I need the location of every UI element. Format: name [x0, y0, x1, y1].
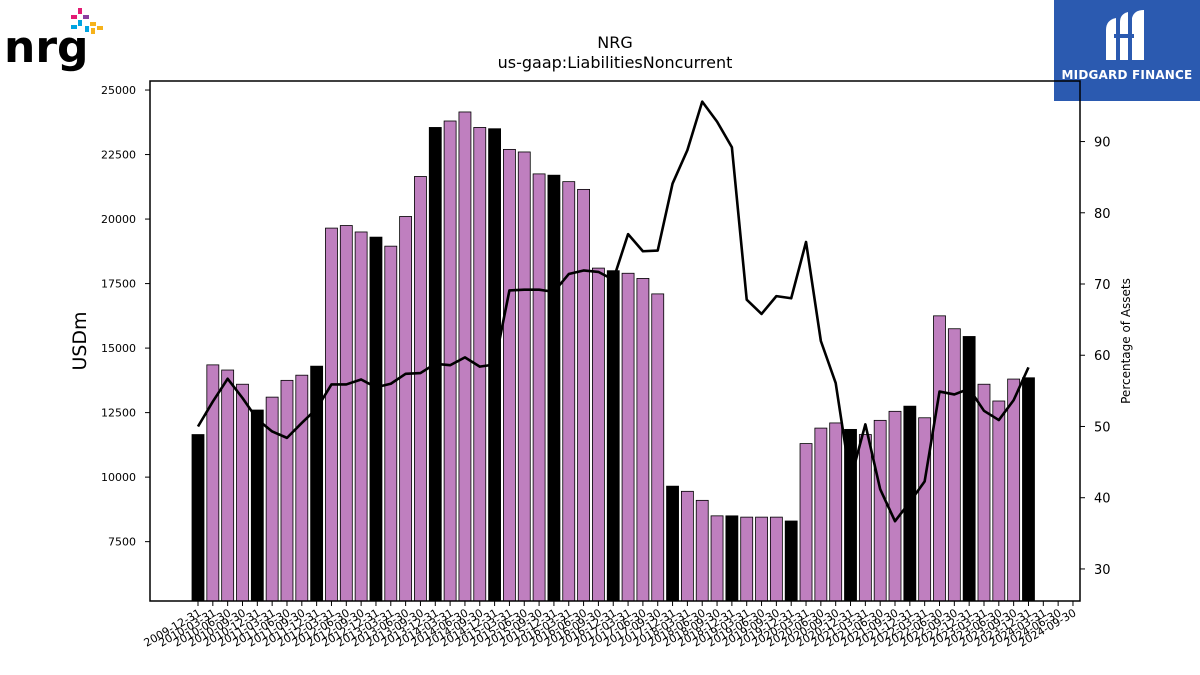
bar-2019-03-31	[740, 516, 754, 602]
chart-subtitle: us-gaap:LiabilitiesNoncurrent	[498, 53, 733, 72]
nrg-logo-spark-mark	[71, 8, 103, 34]
bar-2017-09-30	[651, 293, 665, 602]
bar-2019-09-30	[769, 516, 783, 602]
y-tick-label: 17500	[101, 278, 136, 291]
bar-2011-06-30	[280, 379, 294, 602]
bars-layer	[191, 111, 1035, 602]
bar-2020-09-30	[829, 422, 843, 602]
bar-2010-06-30	[221, 369, 235, 602]
bar-2015-03-31	[503, 148, 516, 602]
midgard-finance-logo: MIDGARD FINANCE	[1054, 0, 1200, 101]
y-tick-label: 15000	[101, 342, 136, 355]
y-tick-label: 22500	[101, 149, 136, 162]
bar-2017-03-31	[621, 272, 635, 602]
midgard-emblem-icon	[1106, 10, 1144, 60]
bar-2012-12-31	[369, 236, 383, 602]
y-tick-label: 10000	[101, 471, 136, 484]
chart-title: NRG	[597, 33, 632, 52]
bar-2017-12-31	[666, 485, 679, 602]
bar-2009-12-31	[191, 434, 205, 602]
bar-2013-09-30	[414, 176, 427, 602]
bar-2018-12-31	[725, 515, 739, 602]
right-axis-ticks: 30 40 50 60 70 80 90	[1080, 136, 1111, 578]
bar-2016-06-30	[577, 188, 590, 602]
bar-2011-09-30	[295, 374, 309, 602]
y-tick-label: 12500	[101, 407, 136, 420]
y2-axis-label: Percentage of Assets	[1119, 278, 1133, 404]
bar-2013-06-30	[399, 216, 413, 602]
bar-2021-03-31	[858, 434, 872, 602]
nrg-logo: nrg ®	[4, 4, 104, 74]
bar-2013-03-31	[384, 245, 398, 602]
y2-tick-label: 70	[1094, 278, 1111, 293]
bar-2016-09-30	[592, 267, 605, 602]
bar-2023-03-31	[977, 383, 991, 602]
bar-2023-12-31	[1022, 377, 1035, 602]
bar-2016-03-31	[562, 181, 576, 602]
bar-2017-06-30	[636, 278, 650, 602]
y2-tick-label: 80	[1094, 207, 1111, 222]
bar-2020-06-30	[814, 427, 828, 602]
nrg-logo-registered-mark: ®	[72, 55, 78, 62]
series-line-percentage-of-assets	[196, 100, 1030, 523]
bar-2022-03-31	[918, 417, 932, 602]
bar-2010-12-31	[250, 409, 264, 602]
bar-2014-03-31	[443, 120, 457, 602]
y-axis-label: USDm	[69, 311, 91, 370]
bar-2018-03-31	[680, 490, 694, 602]
bar-2010-09-30	[236, 383, 249, 602]
bar-2018-06-30	[695, 499, 709, 602]
bar-2012-09-30	[354, 231, 368, 602]
bar-2015-12-31	[547, 174, 561, 602]
x-axis-ticks: 2009-12-312010-03-312010-06-302010-09-30…	[142, 601, 1078, 650]
bar-2012-03-31	[325, 227, 338, 602]
line-layer	[196, 100, 1030, 523]
left-axis-ticks: 7500 10000 12500 15000 17500 20000 22500 25000	[101, 84, 150, 549]
y2-tick-label: 50	[1094, 420, 1111, 435]
bar-2023-09-30	[1007, 378, 1021, 602]
bar-2018-09-30	[710, 515, 724, 602]
bar-2019-12-31	[784, 520, 798, 602]
bar-2021-09-30	[888, 410, 902, 602]
bar-2020-03-31	[799, 443, 813, 602]
bar-2015-06-30	[517, 151, 531, 602]
bar-2022-09-30	[947, 328, 961, 602]
y2-tick-label: 30	[1094, 563, 1111, 578]
plot-frame	[149, 80, 1081, 602]
bar-2021-06-30	[873, 419, 887, 602]
y2-tick-label: 90	[1094, 136, 1111, 151]
bar-2023-06-30	[992, 400, 1006, 602]
bar-2012-06-30	[339, 225, 353, 602]
y-tick-label: 20000	[101, 213, 136, 226]
bar-2016-12-31	[606, 270, 620, 602]
y2-tick-label: 40	[1094, 492, 1111, 507]
y2-tick-label: 60	[1094, 349, 1111, 364]
bar-2015-09-30	[532, 173, 546, 602]
y-tick-label: 25000	[101, 84, 136, 97]
bar-2022-12-31	[962, 336, 976, 602]
nrg-logo-text: nrg	[4, 22, 89, 73]
midgard-finance-wordmark: MIDGARD FINANCE	[1061, 68, 1193, 82]
y-tick-label: 7500	[108, 536, 136, 549]
bar-2019-06-30	[755, 516, 768, 602]
bar-2022-06-30	[933, 315, 946, 602]
